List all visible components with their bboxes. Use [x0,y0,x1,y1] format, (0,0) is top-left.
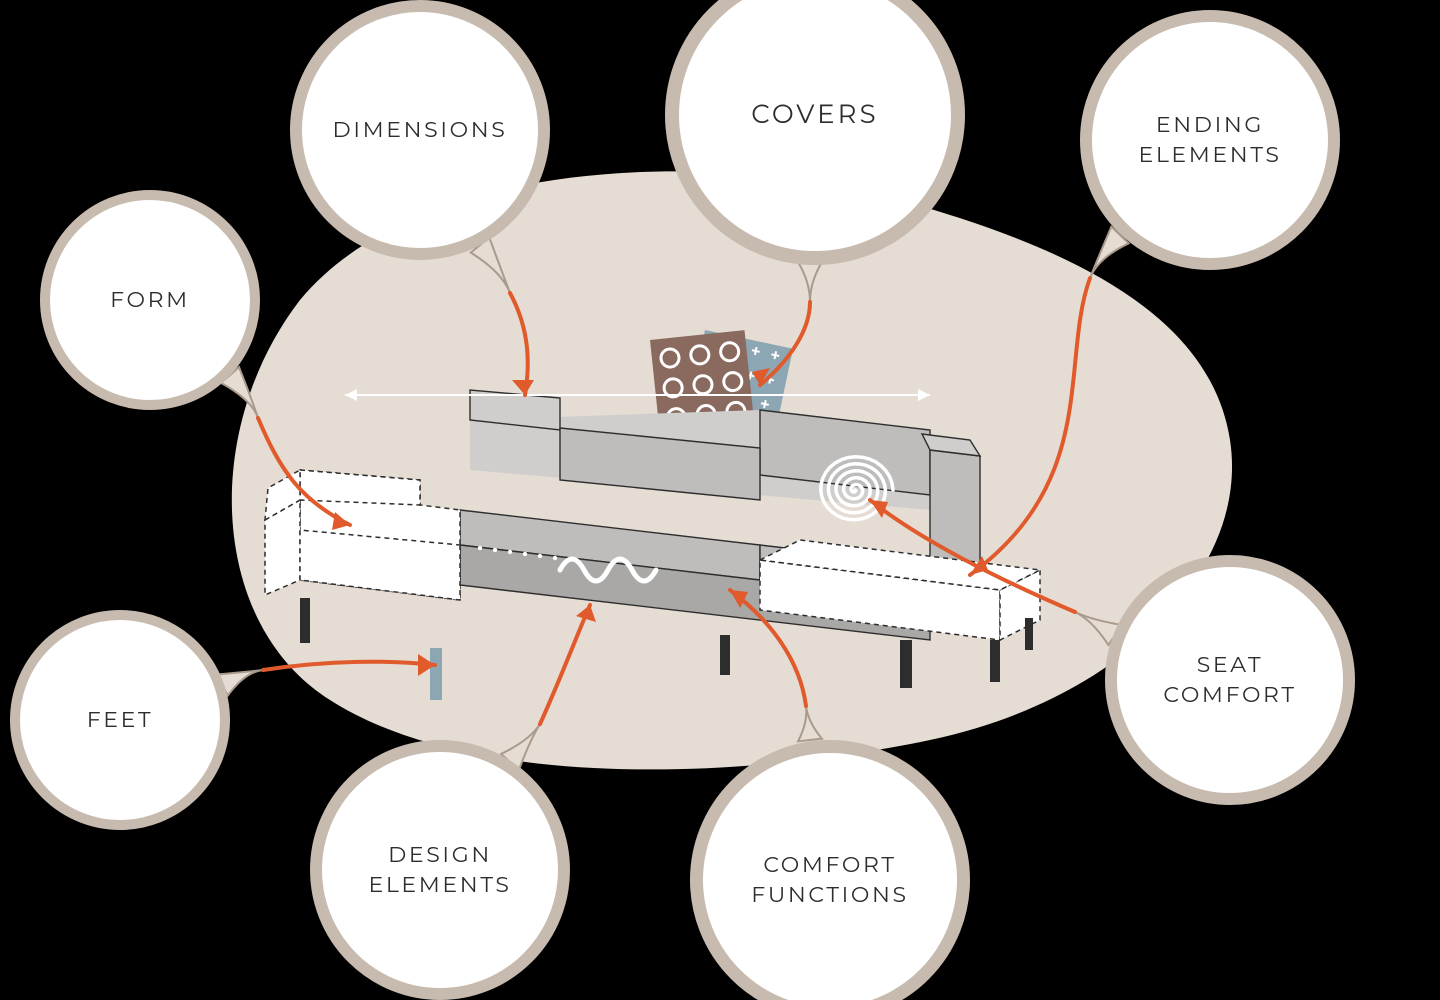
bubble-feet[interactable]: FEET [10,610,230,830]
diagram-stage: FORM DIMENSIONS COVERS ENDING ELEMENTS FEET D… [0,0,1440,1000]
bubble-label: FEET [87,705,154,735]
highlighted-foot [430,648,442,700]
bubble-ending-elements[interactable]: ENDING ELEMENTS [1080,10,1340,270]
bubble-label: SEAT COMFORT [1163,650,1296,709]
bubble-label: DESIGN ELEMENTS [368,840,511,899]
bubble-dimensions[interactable]: DIMENSIONS [290,0,550,260]
bubble-label: FORM [110,285,190,315]
bubble-label: COMFORT FUNCTIONS [751,850,908,909]
bubble-label: DIMENSIONS [333,115,508,145]
bubble-label: COVERS [751,97,878,132]
bubble-label: ENDING ELEMENTS [1138,110,1281,169]
bubble-form[interactable]: FORM [40,190,260,410]
bubble-design-elements[interactable]: DESIGN ELEMENTS [310,740,570,1000]
bubble-seat-comfort[interactable]: SEAT COMFORT [1105,555,1355,805]
